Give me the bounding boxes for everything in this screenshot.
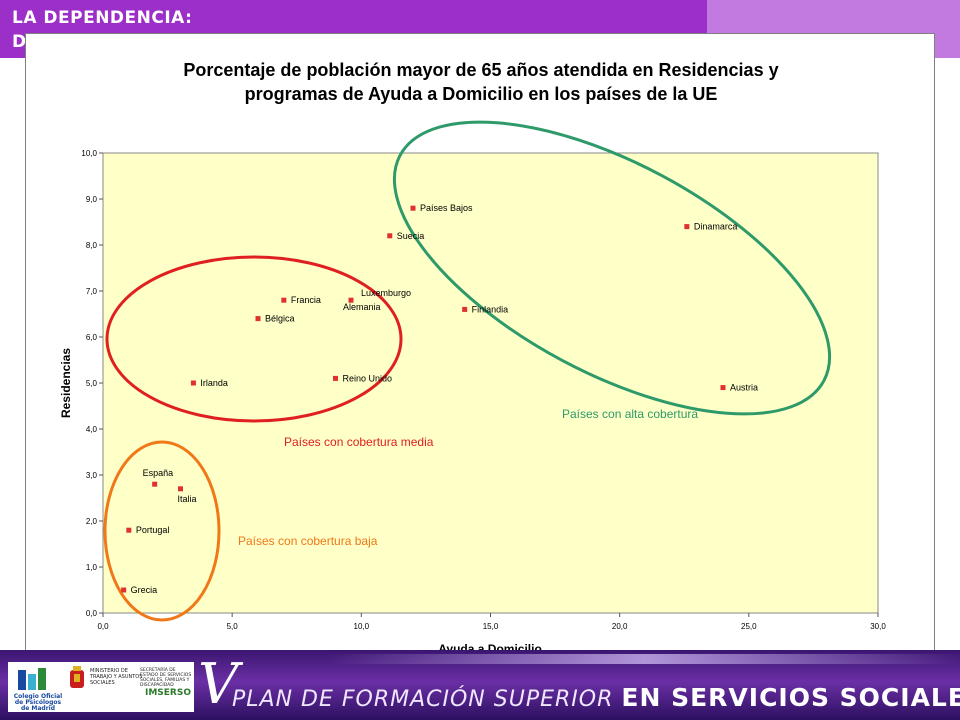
- group-ellipse: [105, 255, 403, 423]
- data-point: [190, 380, 196, 386]
- psicologos-logo-text: Colegio Oficial de Psicólogos de Madrid: [13, 693, 63, 712]
- point-label: Dinamarca: [694, 222, 738, 232]
- data-point: [720, 385, 726, 391]
- point-label: España: [143, 468, 174, 478]
- psicologos-logo-icon: [18, 668, 46, 690]
- footer-plan-regular: PLAN DE FORMACIÓN SUPERIOR: [232, 687, 614, 712]
- y-tick-label: 3,0: [86, 471, 98, 480]
- point-label: Luxemburgo: [361, 288, 411, 298]
- point-label: Austria: [730, 383, 758, 393]
- point-label: Irlanda: [200, 378, 228, 388]
- y-tick-label: 6,0: [86, 333, 98, 342]
- group-ellipses: [103, 120, 832, 622]
- x-tick-label: 20,0: [612, 622, 628, 631]
- point-label: Italia: [178, 494, 197, 504]
- chart-title-line-2: programas de Ayuda a Domicilio en los pa…: [245, 84, 718, 104]
- y-tick-label: 4,0: [86, 425, 98, 434]
- axes: 0,0 5,0 10,0 15,0 20,0 25,0 30,0 0,0 1,0 2,0 3,0 4,…: [81, 149, 886, 631]
- data-point: [121, 587, 127, 593]
- coat-of-arms-icon: [70, 666, 84, 688]
- x-tick-label: 0,0: [97, 622, 109, 631]
- chart-title-line-1: Porcentaje de población mayor de 65 años…: [183, 60, 778, 80]
- data-point: [152, 481, 158, 487]
- secretaria-logo-text: SECRETARÍA DE ESTADO DE SERVICIOS SOCIAL…: [140, 668, 192, 688]
- group-label: Países con cobertura media: [284, 435, 434, 449]
- imserso-logo: IMSERSO: [145, 688, 191, 698]
- y-tick-label: 8,0: [86, 241, 98, 250]
- group-label: Países con alta cobertura: [562, 407, 698, 421]
- point-label: Suecia: [397, 231, 425, 241]
- point-label: Reino Unido: [343, 373, 393, 383]
- point-label: Países Bajos: [420, 203, 473, 213]
- data-point: [333, 375, 338, 381]
- y-axis-label: Residencias: [59, 348, 73, 418]
- group-label: Países con cobertura baja: [238, 534, 378, 548]
- data-point: [410, 205, 416, 211]
- group-ellipse: [103, 440, 221, 622]
- chart-frame: Porcentaje de población mayor de 65 años…: [25, 33, 935, 664]
- data-point: [387, 233, 393, 239]
- edition-numeral: V: [198, 652, 239, 717]
- data-point: [684, 224, 690, 230]
- x-tick-label: 10,0: [354, 622, 370, 631]
- slide-title: LA DEPENDENCIA:: [12, 8, 193, 28]
- plot-area: [102, 152, 879, 614]
- y-tick-label: 5,0: [86, 379, 98, 388]
- point-label: Francia: [291, 295, 321, 305]
- group-labels: Países con alta cobertura Países con cobe…: [238, 407, 698, 548]
- footer-glow: [330, 654, 960, 664]
- y-tick-label: 9,0: [86, 195, 98, 204]
- data-point: [178, 486, 183, 492]
- point-label: Alemania: [343, 302, 381, 312]
- data-points: Países Bajos Suecia Dinamarca Francia Luxemb…: [121, 203, 758, 595]
- data-point: [126, 527, 132, 533]
- point-label: Bélgica: [265, 314, 295, 324]
- y-tick-label: 1,0: [86, 563, 98, 572]
- scatter-chart: Porcentaje de población mayor de 65 años…: [59, 60, 886, 656]
- x-tick-label: 5,0: [227, 622, 239, 631]
- group-ellipse: [392, 120, 832, 416]
- ministerio-logo-text: MINISTERIO DE TRABAJO Y ASUNTOS SOCIALES: [90, 668, 143, 686]
- point-label: Portugal: [136, 525, 170, 535]
- x-tick-label: 25,0: [741, 622, 757, 631]
- y-tick-label: 10,0: [81, 149, 97, 158]
- footer-plan-text: PLAN DE FORMACIÓN SUPERIOR EN SERVICIOS …: [232, 683, 960, 712]
- y-tick-label: 0,0: [86, 609, 98, 618]
- footer-plan-bold: EN SERVICIOS SOCIALES: [621, 683, 960, 712]
- point-label: Finlandia: [472, 304, 509, 314]
- slide-subtitle: D: [12, 32, 27, 52]
- data-point: [255, 316, 261, 322]
- x-tick-label: 15,0: [483, 622, 499, 631]
- y-tick-label: 2,0: [86, 517, 98, 526]
- y-tick-label: 7,0: [86, 287, 98, 296]
- data-point: [462, 306, 468, 312]
- x-tick-label: 30,0: [870, 622, 886, 631]
- point-label: Grecia: [131, 585, 158, 595]
- data-point: [281, 297, 287, 303]
- data-point: [348, 297, 354, 303]
